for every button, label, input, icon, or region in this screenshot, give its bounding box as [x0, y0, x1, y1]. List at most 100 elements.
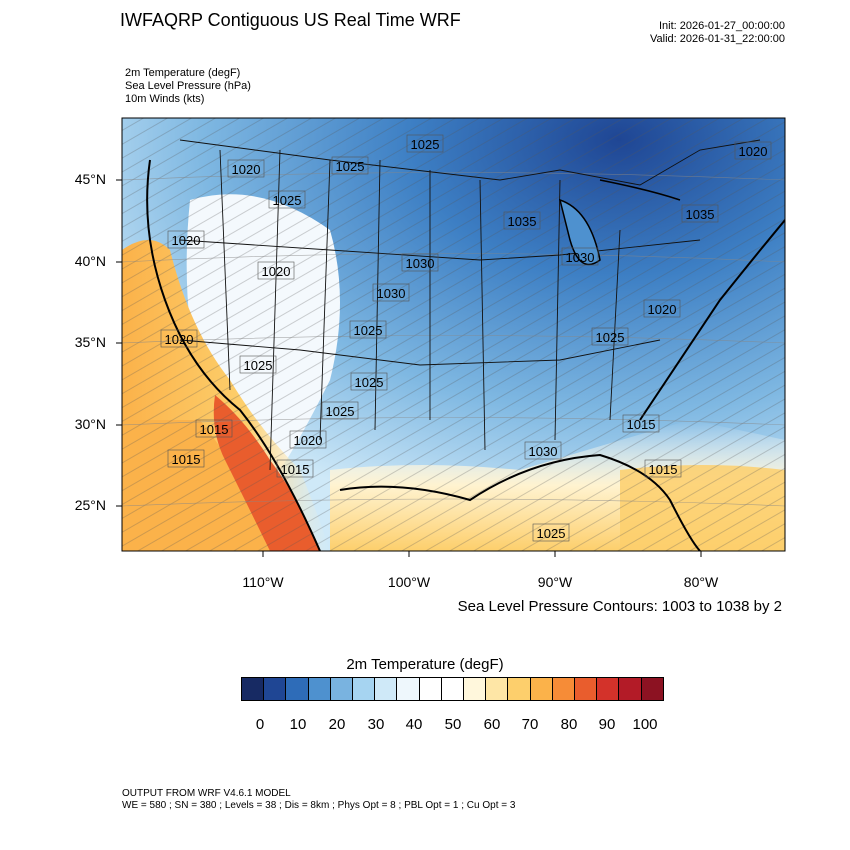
isobar-label: 1015 [195, 419, 233, 438]
lat-tick-45: 45°N [74, 171, 106, 187]
lon-tick-100w: 100°W [387, 574, 431, 590]
svg-text:1020: 1020 [172, 233, 201, 248]
field-label-temperature: 2m Temperature (degF) [125, 67, 241, 79]
isobar-label: 1020 [257, 261, 295, 280]
colorbar-box [264, 678, 287, 700]
svg-text:1015: 1015 [281, 462, 310, 477]
svg-text:1020: 1020 [232, 162, 261, 177]
colorbar-box [286, 678, 309, 700]
colorbar-box [353, 678, 376, 700]
lat-tick-40: 40°N [74, 253, 106, 269]
colorbar-box [619, 678, 642, 700]
svg-text:1015: 1015 [627, 417, 656, 432]
svg-text:1025: 1025 [596, 330, 625, 345]
isobar-label: 1020 [227, 159, 265, 178]
isobar-label: 1025 [321, 401, 359, 420]
svg-text:1025: 1025 [244, 358, 273, 373]
isobar-label: 1020 [289, 430, 327, 449]
lat-tick-35: 35°N [74, 334, 106, 350]
colorbar-box [308, 678, 331, 700]
svg-text:1025: 1025 [326, 404, 355, 419]
isobar-label: 1025 [591, 327, 629, 346]
isobar-label: 1025 [239, 355, 277, 374]
init-time: Init: 2026-01-27_00:00:00 [659, 20, 785, 32]
isobar-label: 1025 [350, 372, 388, 391]
colorbar-label: 100 [632, 716, 658, 733]
lat-tick-30: 30°N [74, 416, 106, 432]
isobar-label: 1025 [532, 523, 570, 542]
lat-tick-25: 25°N [74, 497, 106, 513]
isobar-label: 1015 [644, 459, 682, 478]
svg-text:1020: 1020 [165, 332, 194, 347]
field-label-winds: 10m Winds (kts) [125, 93, 205, 105]
colorbar-box [641, 678, 663, 700]
svg-text:1030: 1030 [406, 256, 435, 271]
colorbar-box [575, 678, 598, 700]
isobar-label: 1025 [268, 190, 306, 209]
isobar-label: 1025 [349, 320, 387, 339]
colorbar-box [530, 678, 553, 700]
colorbar-label: 0 [255, 716, 265, 733]
colorbar-title: 2m Temperature (degF) [346, 656, 504, 673]
colorbar-label: 70 [521, 716, 539, 733]
svg-text:1025: 1025 [354, 323, 383, 338]
colorbar-box [464, 678, 487, 700]
svg-text:1020: 1020 [739, 144, 768, 159]
model-note: OUTPUT FROM WRF V4.6.1 MODEL [122, 788, 291, 799]
svg-text:1025: 1025 [411, 137, 440, 152]
isobar-label: 1025 [331, 156, 369, 175]
lon-tick-90w: 90°W [537, 574, 573, 590]
svg-text:1015: 1015 [172, 452, 201, 467]
isobar-label: 1030 [372, 283, 410, 302]
colorbar-box [597, 678, 620, 700]
colorbar-box [552, 678, 576, 700]
colorbar-box [486, 678, 509, 700]
lon-tick-110w: 110°W [242, 574, 284, 590]
colorbar-label: 10 [289, 716, 307, 733]
isobar-label: 1020 [643, 299, 681, 318]
colorbar-label: 40 [405, 716, 423, 733]
isobar-label: 1015 [622, 414, 660, 433]
colorbar-box [508, 678, 531, 700]
colorbar-box [419, 678, 442, 700]
isobar-label: 1035 [503, 211, 541, 230]
isobar-label: 1020 [160, 329, 198, 348]
contour-note: Sea Level Pressure Contours: 1003 to 103… [457, 598, 782, 615]
svg-text:1020: 1020 [294, 433, 323, 448]
svg-text:1035: 1035 [508, 214, 537, 229]
isobar-label: 1030 [401, 253, 439, 272]
svg-text:1015: 1015 [200, 422, 229, 437]
isobar-label: 1020 [167, 230, 205, 249]
svg-text:1020: 1020 [648, 302, 677, 317]
colorbar [241, 677, 664, 701]
svg-text:1025: 1025 [273, 193, 302, 208]
colorbar-box [242, 678, 265, 700]
svg-text:1020: 1020 [262, 264, 291, 279]
svg-text:1030: 1030 [566, 250, 595, 265]
model-info: WE = 580 ; SN = 380 ; Levels = 38 ; Dis … [122, 800, 516, 811]
colorbar-box [375, 678, 398, 700]
isobar-label: 1015 [167, 449, 205, 468]
svg-text:1030: 1030 [529, 444, 558, 459]
svg-text:1035: 1035 [686, 207, 715, 222]
field-label-pressure: Sea Level Pressure (hPa) [125, 80, 251, 92]
colorbar-label: 20 [328, 716, 346, 733]
svg-text:1015: 1015 [649, 462, 678, 477]
colorbar-box [397, 678, 420, 700]
svg-text:1025: 1025 [336, 159, 365, 174]
plot-title: IWFAQRP Contiguous US Real Time WRF [120, 10, 461, 30]
colorbar-label: 30 [367, 716, 385, 733]
lon-tick-80w: 80°W [683, 574, 719, 590]
colorbar-label: 90 [598, 716, 616, 733]
colorbar-box [330, 678, 354, 700]
colorbar-label: 60 [483, 716, 501, 733]
isobar-label: 1030 [524, 441, 562, 460]
isobar-label: 1020 [734, 141, 772, 160]
svg-text:1030: 1030 [377, 286, 406, 301]
svg-text:1025: 1025 [355, 375, 384, 390]
isobar-label: 1015 [276, 459, 314, 478]
colorbar-box [441, 678, 465, 700]
isobar-label: 1030 [561, 247, 599, 266]
colorbar-label: 50 [444, 716, 462, 733]
